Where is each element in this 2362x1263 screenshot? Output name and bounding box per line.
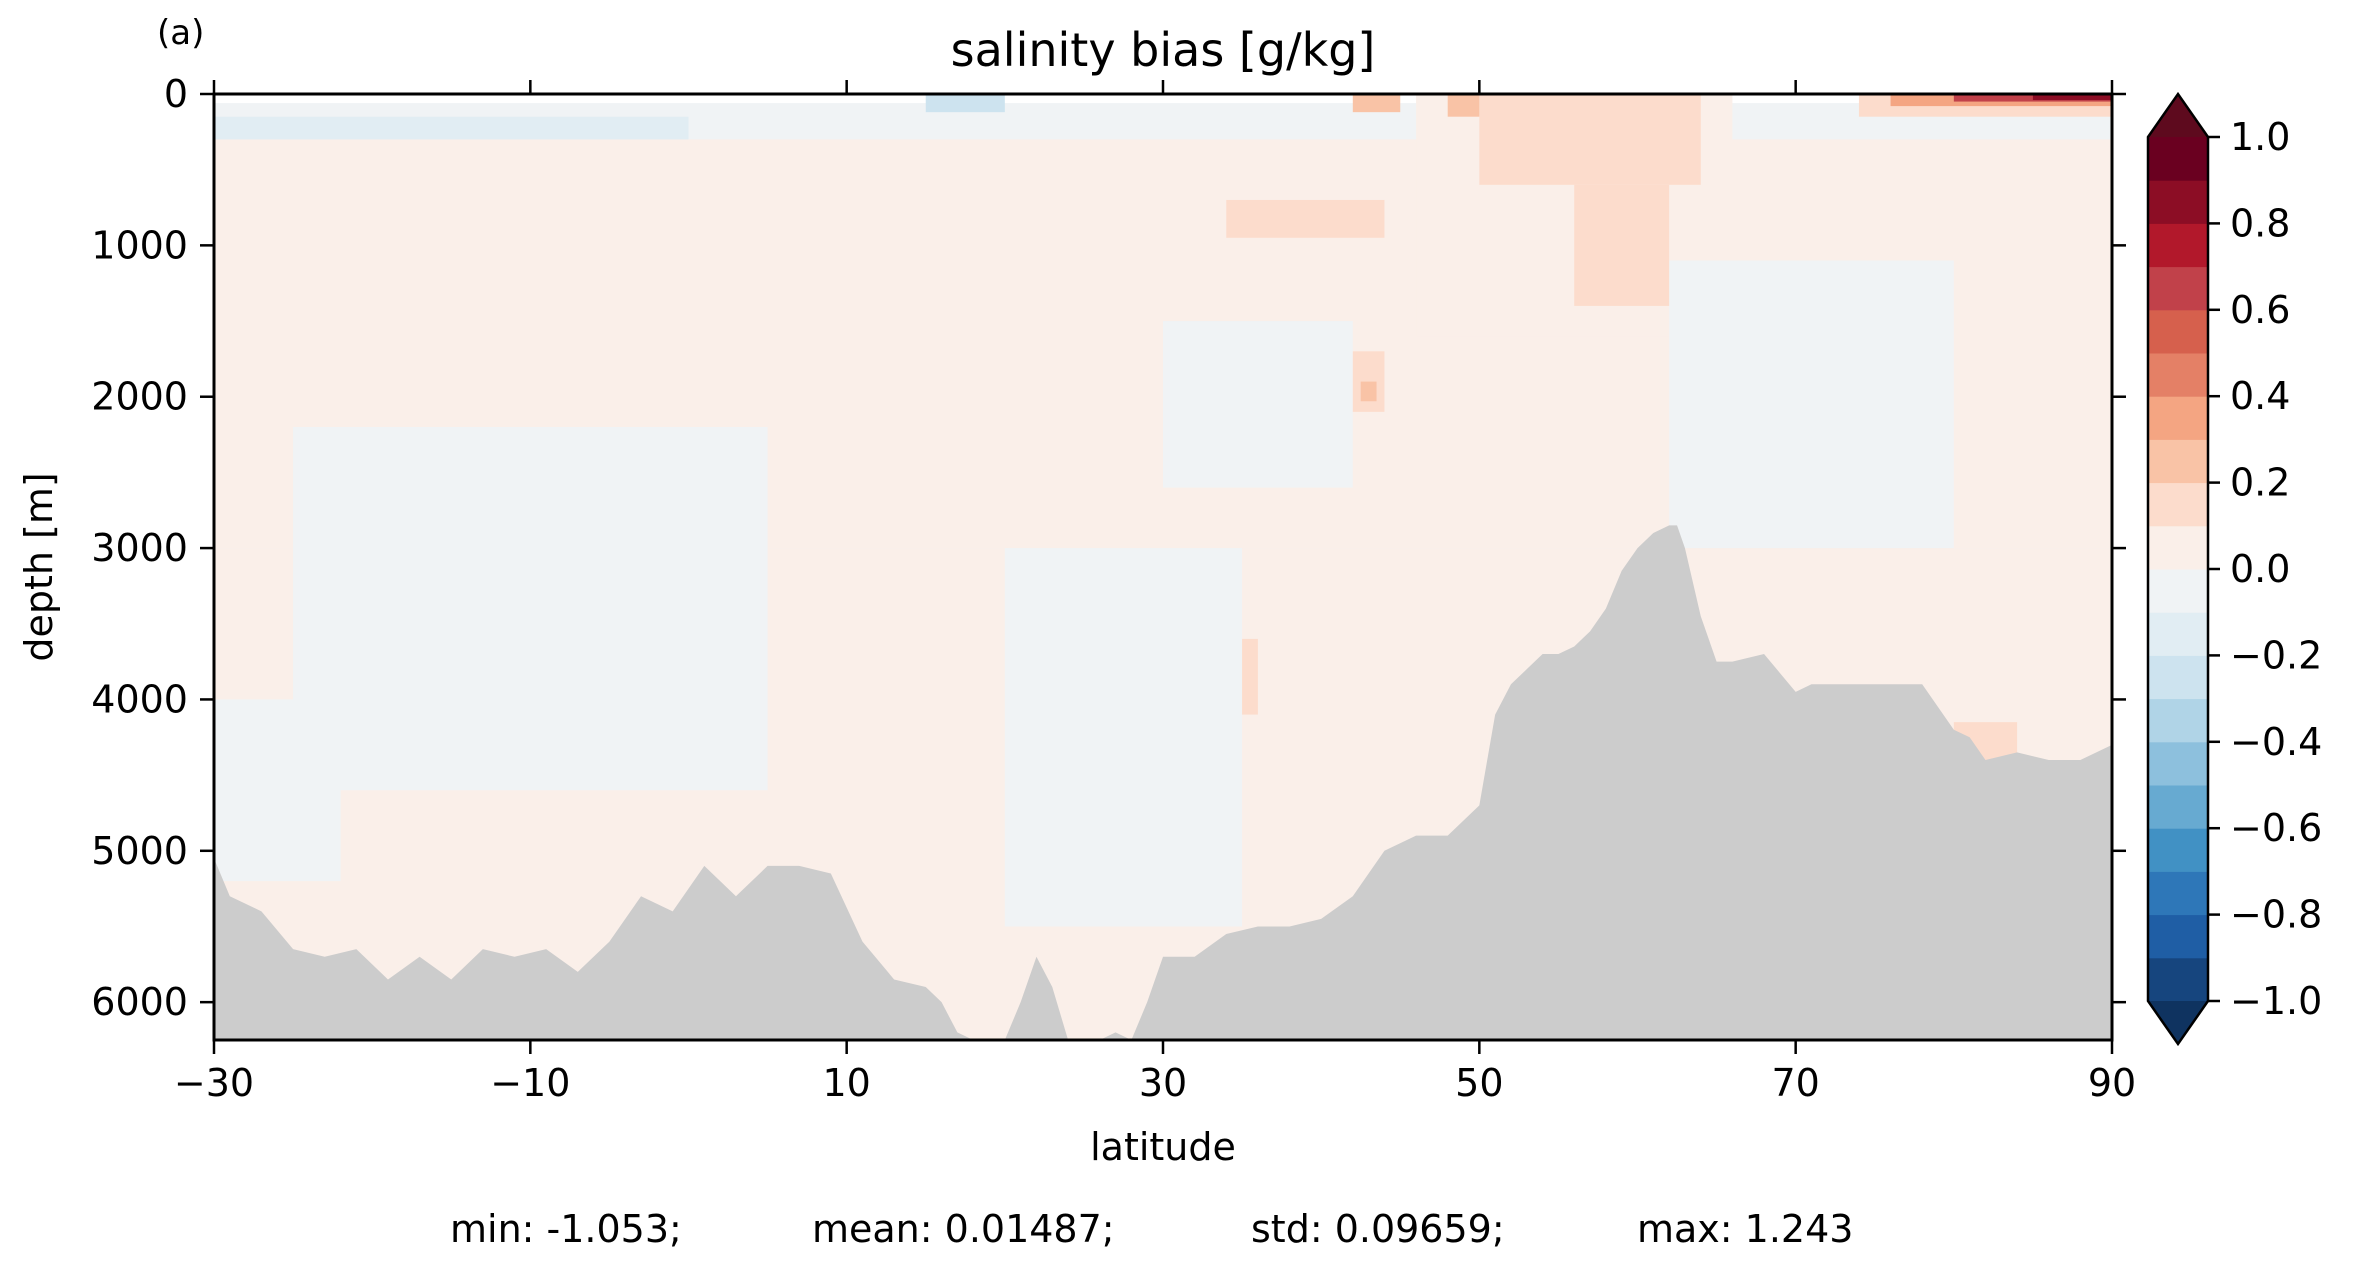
colorbar-tick-label: 0.8 [2230,201,2290,245]
salinity-bias-field [214,94,2112,1040]
colorbar-swatch [2148,137,2208,181]
bias-region-9 [1479,94,1701,185]
statistics-line: min: -1.053; mean: 0.01487; std: 0.09659… [450,1207,1853,1251]
y-axis-ticks: 0 1000 2000 3000 4000 5000 6000 [91,72,2126,1024]
colorbar-tick-label: −1.0 [2230,979,2322,1023]
y-tick-label: 5000 [91,829,188,873]
bias-region-7 [214,699,341,882]
bias-region-21 [1352,94,1401,113]
colorbar-tick-label: −0.6 [2230,806,2322,850]
x-tick-label: −30 [174,1061,254,1105]
colorbar-swatch [2148,785,2208,829]
colorbar-tick-label: 0.4 [2230,374,2290,418]
colorbar-tick-label: 1.0 [2230,115,2290,159]
colorbar-tick-label: 0.2 [2230,461,2290,505]
bias-region-10 [1574,184,1670,306]
bias-region-4 [293,426,768,791]
x-tick-label: 70 [1771,1061,1819,1105]
bathymetry-land [214,525,2112,1040]
colorbar-tick-label: −0.8 [2230,893,2322,937]
bias-region-22 [1447,94,1480,117]
colorbar-swatch [2148,741,2208,786]
bias-region-5 [1004,548,1243,927]
colorbar-swatch [2148,525,2208,570]
colorbar-swatch [2148,914,2208,959]
bias-region-15 [214,116,689,140]
bias-region-6 [1669,260,1954,549]
stat-std: std: 0.09659; [1251,1207,1505,1251]
x-tick-label: 50 [1455,1061,1503,1105]
y-tick-label: 1000 [91,223,188,267]
colorbar-swatch [2148,482,2208,527]
colorbar-swatch [2148,266,2208,311]
bias-region-23 [925,94,1005,113]
y-tick-label: 4000 [91,677,188,721]
bias-region-13 [1360,381,1377,402]
y-tick-label: 3000 [91,526,188,570]
bias-region-11 [1226,199,1385,238]
colorbar-swatch [2148,828,2208,872]
y-axis-label: depth [m] [17,472,61,661]
colorbar-tick-label: −0.2 [2230,633,2322,677]
colorbar-swatch [2148,655,2208,700]
y-tick-label: 2000 [91,375,188,419]
bias-region-20 [2032,94,2112,101]
chart-title: salinity bias [g/kg] [951,23,1376,77]
colorbar-swatch [2148,569,2208,613]
colorbar-swatch [2148,871,2208,916]
colorbar-over-extend [2148,94,2208,137]
colorbar-tick-label: 0.6 [2230,288,2290,332]
colorbar-swatch [2148,396,2208,440]
colorbar-tick-label: −0.4 [2230,720,2322,764]
x-axis-ticks: −30 −10 10 30 50 70 90 [174,80,2136,1105]
stat-mean: mean: 0.01487; [812,1207,1115,1251]
y-tick-label: 0 [164,72,188,116]
stat-min: min: -1.053; [450,1207,682,1251]
x-axis-label: latitude [1090,1125,1236,1169]
colorbar-swatch [2148,439,2208,484]
colorbar-swatch [2148,612,2208,656]
y-tick-label: 6000 [91,980,188,1024]
x-tick-label: −10 [490,1061,570,1105]
colorbar-tick-label: 0.0 [2230,547,2290,591]
x-tick-label: 10 [822,1061,870,1105]
bias-region-14 [1242,638,1258,715]
colorbar-swatch [2148,223,2208,268]
x-tick-label: 90 [2088,1061,2136,1105]
colorbar-swatch [2148,698,2208,743]
stat-max: max: 1.243 [1637,1207,1853,1251]
ocean-floor-mask [214,525,2112,1040]
colorbar-swatch [2148,957,2208,1002]
colorbar-under-extend [2148,1001,2208,1044]
bias-region-8 [1163,321,1353,488]
plot-area: −30 −10 10 30 50 70 90 0 1000 2000 3000 4000 5000 60… [91,72,2136,1105]
colorbar: 1.0 0.8 0.6 0.4 0.2 0.0 −0.2 −0.4 −0.6 −0.8 −1.0 [2146,91,2322,1047]
colorbar-swatch [2148,180,2208,224]
colorbar-swatch [2148,353,2208,397]
x-tick-label: 30 [1139,1061,1187,1105]
colorbar-swatch [2148,309,2208,354]
panel-label: (a) [157,13,204,53]
